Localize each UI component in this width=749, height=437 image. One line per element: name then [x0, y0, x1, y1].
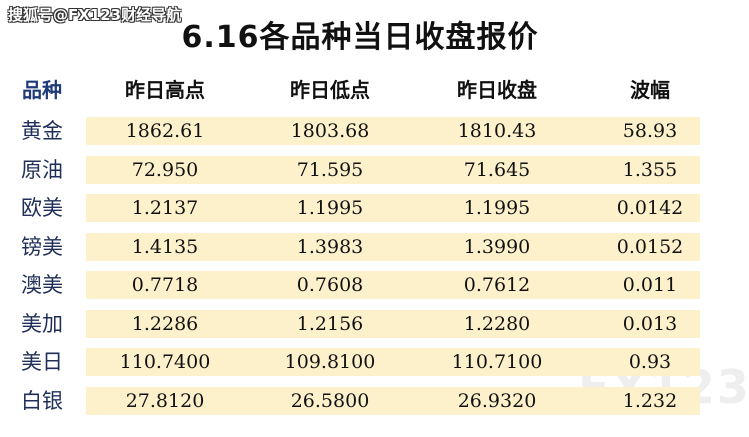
table-cell: 白银 [21, 388, 63, 413]
table-cell: 欧美 [21, 196, 63, 220]
table-cell: 1862.61 [125, 120, 205, 142]
header-cell: 品种 [22, 78, 62, 102]
header-cell: 昨日高点 [125, 78, 205, 102]
table-cell: 1.3983 [296, 235, 364, 258]
table-row: 美加 1.2286 1.2156 1.2280 0.013 [0, 309, 749, 340]
row-band [86, 194, 700, 222]
table-cell: 110.7400 [119, 351, 211, 373]
header-row: 品种 昨日高点 昨日低点 昨日收盘 波幅 [0, 76, 749, 106]
table-cell: 澳美 [21, 273, 63, 297]
table-cell: 1.355 [622, 158, 678, 181]
table-cell: 1.232 [622, 389, 678, 412]
table-cell: 黄金 [21, 119, 63, 143]
table-row: 澳美 0.7718 0.7608 0.7612 0.011 [0, 271, 749, 301]
table-row: 欧美 1.2137 1.1995 1.1995 0.0142 [0, 194, 749, 224]
table-cell: 0.7608 [296, 274, 364, 296]
row-band [86, 348, 700, 376]
watermark: 搜狐号@FX123财经导航 [8, 6, 182, 24]
row-band [86, 271, 700, 299]
table-cell: 1.3990 [463, 235, 531, 258]
table-cell: 58.93 [622, 120, 678, 142]
header-cell: 昨日低点 [290, 78, 370, 102]
table-row: 黄金 1862.61 1803.68 1810.43 58.93 [0, 117, 749, 147]
table-cell: 71.595 [296, 158, 364, 181]
header-cell: 昨日收盘 [457, 78, 537, 102]
table-cell: 0.7612 [463, 274, 531, 296]
table-row: 镑美 1.4135 1.3983 1.3990 0.0152 [0, 232, 749, 263]
table-cell: 0.93 [628, 351, 672, 373]
table-cell: 110.7100 [451, 351, 543, 373]
table-cell: 1.2286 [131, 312, 199, 335]
table-cell: 0.7718 [131, 274, 199, 296]
row-band [86, 117, 700, 145]
table-cell: 0.0142 [616, 197, 684, 219]
table-cell: 1.4135 [131, 235, 199, 258]
row-band [86, 386, 700, 415]
header-cell: 波幅 [630, 78, 670, 102]
title: 6.16各品种当日收盘报价 [181, 20, 539, 55]
table-cell: 美加 [21, 311, 63, 336]
row-band [86, 232, 700, 261]
table-cell: 1.2137 [131, 197, 199, 219]
table-cell: 1.2156 [296, 312, 364, 335]
table-cell: 27.8120 [125, 389, 205, 412]
table-cell: 美日 [21, 350, 63, 374]
table-row: 白银 27.8120 26.5800 26.9320 1.232 [0, 386, 749, 417]
table-cell: 71.645 [463, 158, 531, 181]
table-row: 原油 72.950 71.595 71.645 1.355 [0, 155, 749, 186]
table-cell: 1810.43 [457, 120, 537, 142]
table-cell: 26.5800 [290, 389, 370, 412]
table-cell: 镑美 [21, 234, 63, 259]
table-cell: 0.0152 [616, 235, 684, 258]
table-cell: 0.011 [622, 274, 678, 296]
table-cell: 26.9320 [457, 389, 537, 412]
table-cell: 原油 [21, 157, 63, 182]
table-cell: 1.1995 [296, 197, 364, 219]
table-cell: 109.8100 [284, 351, 376, 373]
table-cell: 1803.68 [290, 120, 370, 142]
table-cell: 1.2280 [463, 312, 531, 335]
row-band [86, 155, 700, 184]
table-cell: 72.950 [131, 158, 199, 181]
table-row: 美日 110.7400 109.8100 110.7100 0.93 [0, 348, 749, 378]
table-cell: 0.013 [622, 312, 678, 335]
table-cell: 1.1995 [463, 197, 531, 219]
row-band [86, 309, 700, 338]
